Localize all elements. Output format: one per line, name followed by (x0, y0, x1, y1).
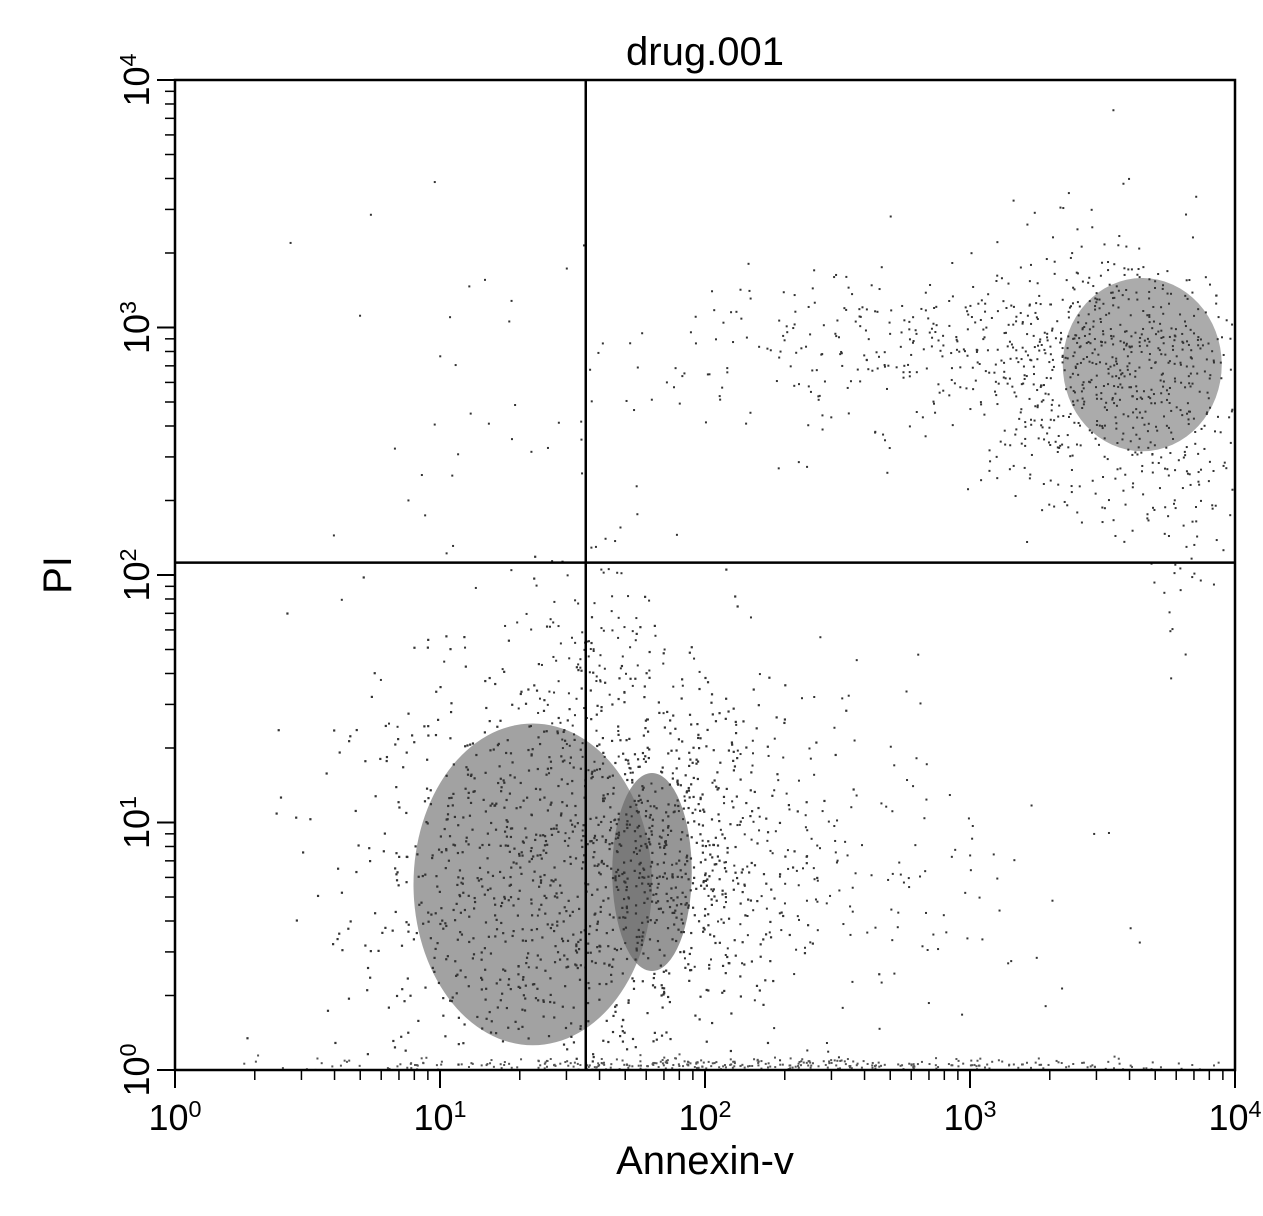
y-axis-label: PI (36, 556, 80, 594)
svg-text:101: 101 (115, 796, 157, 849)
flow-cytometry-chart: 100100 101 101 102 102 103 103 104 104 drug.001 An… (20, 20, 1263, 1196)
svg-text:102: 102 (678, 1096, 731, 1138)
svg-text:103: 103 (115, 301, 157, 354)
svg-text:104: 104 (1208, 1096, 1261, 1138)
x-axis-label: Annexin-v (616, 1139, 794, 1183)
svg-text:103: 103 (943, 1096, 996, 1138)
chart-svg: 100100 101 101 102 102 103 103 104 104 drug.001 An… (20, 20, 1263, 1196)
svg-text:102: 102 (115, 548, 157, 601)
svg-text:104: 104 (115, 53, 157, 106)
svg-text:101: 101 (413, 1096, 466, 1138)
svg-text:100: 100 (148, 1096, 201, 1138)
svg-text:100: 100 (115, 1043, 157, 1096)
chart-title: drug.001 (626, 30, 784, 74)
